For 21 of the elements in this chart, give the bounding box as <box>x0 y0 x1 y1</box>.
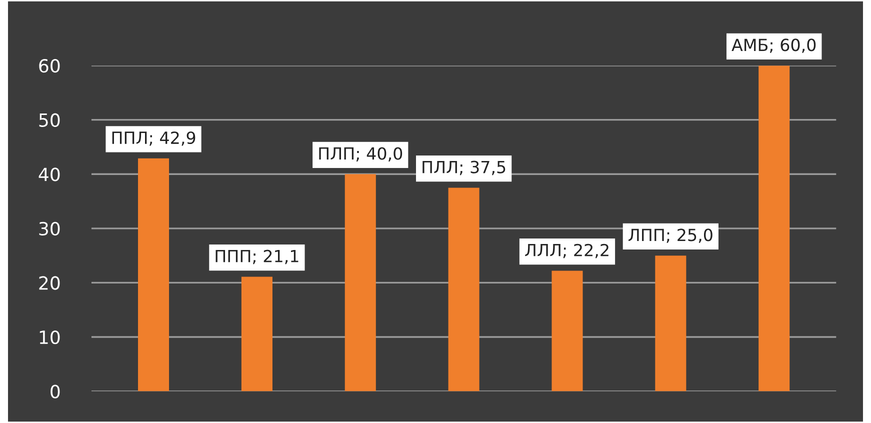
bar <box>448 188 480 392</box>
bar <box>655 256 686 392</box>
data-label: ПЛЛ; 37,5 <box>422 160 506 176</box>
bar <box>344 174 376 392</box>
bar <box>758 66 790 392</box>
data-label: ПЛП; 40,0 <box>319 147 402 162</box>
bar <box>241 276 272 392</box>
y-tick-label: 40 <box>38 168 60 182</box>
data-label: ЛПП; 25,0 <box>628 228 712 243</box>
bar <box>552 270 583 392</box>
bar <box>138 158 170 392</box>
data-label: АМБ; 60,0 <box>732 38 816 53</box>
y-tick-label: 0 <box>50 384 60 398</box>
data-label: ППЛ; 42,9 <box>112 131 196 146</box>
data-label: ППП; 21,1 <box>216 250 298 264</box>
y-tick-label: 20 <box>39 276 60 290</box>
y-tick-label: 50 <box>39 113 60 127</box>
data-label: ЛЛЛ; 22,2 <box>525 244 608 258</box>
y-tick-label: 30 <box>39 222 60 236</box>
y-tick-label: 10 <box>40 330 60 344</box>
y-tick-label: 60 <box>39 59 60 73</box>
